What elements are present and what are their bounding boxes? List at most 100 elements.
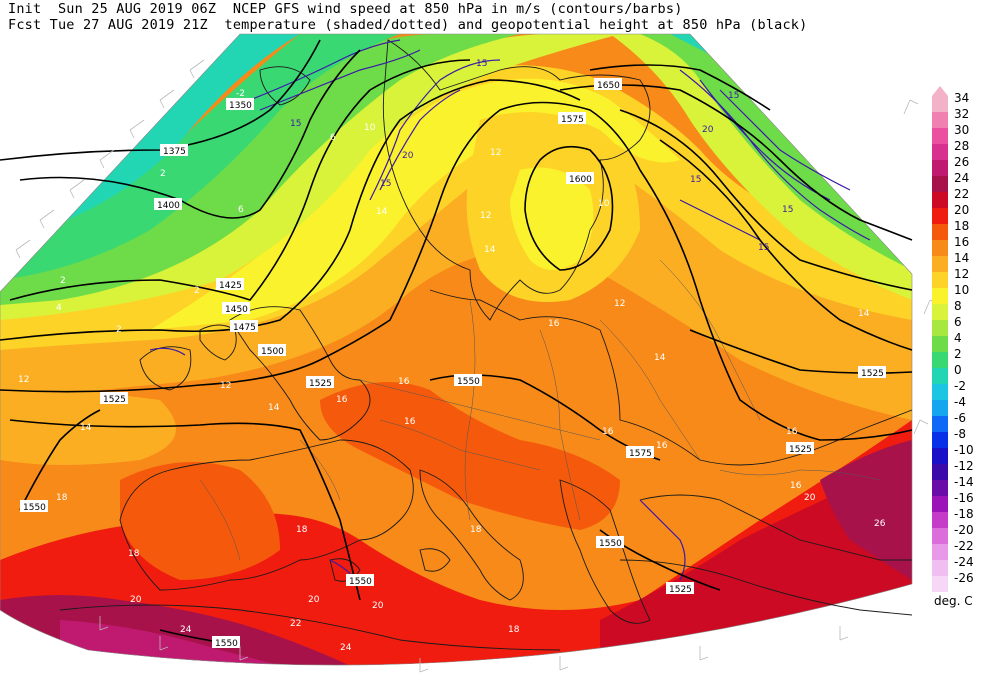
svg-text:6: 6 xyxy=(238,205,244,215)
svg-text:12: 12 xyxy=(614,299,625,309)
legend-swatch xyxy=(932,208,948,224)
svg-text:16: 16 xyxy=(656,441,668,451)
height-label-1650: 1650 xyxy=(594,78,622,91)
height-label-1525-d: 1525 xyxy=(786,442,814,455)
svg-text:1550: 1550 xyxy=(215,639,238,649)
legend-label: 32 xyxy=(954,107,970,121)
legend-swatch xyxy=(932,304,948,320)
legend-entry: -12 xyxy=(928,460,1000,480)
legend-entry: 6 xyxy=(928,316,1000,336)
legend-label: -20 xyxy=(954,523,974,537)
legend-label: 24 xyxy=(954,171,970,185)
height-label-1375: 1375 xyxy=(160,144,188,157)
svg-text:1525: 1525 xyxy=(861,369,884,379)
svg-text:22: 22 xyxy=(722,629,733,639)
svg-text:1450: 1450 xyxy=(225,305,248,315)
svg-text:20: 20 xyxy=(402,151,414,161)
legend-swatch xyxy=(932,512,948,528)
legend-entry: -2 xyxy=(928,380,1000,400)
legend-entry: -14 xyxy=(928,476,1000,496)
temperature-legend: 34 32 30 28 26 24 22 20 18 16 14 12 10 8 6 4 2 0 -2 -4 -6 -8-… xyxy=(928,86,1000,606)
svg-text:1525: 1525 xyxy=(103,395,126,405)
height-label-1525-e: 1525 xyxy=(666,582,694,595)
height-label-1550-a: 1550 xyxy=(454,374,482,387)
legend-label: -2 xyxy=(954,379,966,393)
legend-label: 34 xyxy=(954,91,970,105)
zone-teal-green xyxy=(0,34,400,280)
svg-text:1550: 1550 xyxy=(457,377,480,387)
svg-text:14: 14 xyxy=(858,309,870,319)
legend-label: 14 xyxy=(954,251,970,265)
svg-text:26: 26 xyxy=(874,519,886,529)
zone-iberia xyxy=(120,462,280,580)
svg-text:1525: 1525 xyxy=(789,445,812,455)
legend-label: 2 xyxy=(954,347,962,361)
legend-entry: -16 xyxy=(928,492,1000,512)
svg-text:10: 10 xyxy=(598,199,610,209)
svg-text:15: 15 xyxy=(380,179,391,189)
svg-text:12: 12 xyxy=(220,381,231,391)
svg-text:14: 14 xyxy=(80,423,92,433)
legend-swatch xyxy=(932,464,948,480)
legend-label: 4 xyxy=(954,331,962,345)
svg-text:1550: 1550 xyxy=(23,503,46,513)
legend-entry: 28 xyxy=(928,140,1000,160)
height-label-1425: 1425 xyxy=(216,278,244,291)
legend-entry: -4 xyxy=(928,396,1000,416)
svg-text:16: 16 xyxy=(790,481,802,491)
legend-swatch xyxy=(932,544,948,560)
svg-text:18: 18 xyxy=(296,525,308,535)
legend-swatch xyxy=(932,560,948,576)
legend-label: -4 xyxy=(954,395,966,409)
svg-text:22: 22 xyxy=(290,619,301,629)
height-label-1550-c: 1550 xyxy=(346,574,374,587)
legend-entry: 8 xyxy=(928,300,1000,320)
svg-text:24: 24 xyxy=(180,625,192,635)
legend-swatch xyxy=(932,576,948,592)
svg-text:15: 15 xyxy=(290,119,301,129)
svg-text:20: 20 xyxy=(308,595,320,605)
legend-swatch xyxy=(932,352,948,368)
legend-entry: 34 xyxy=(928,92,1000,112)
height-label-1600: 1600 xyxy=(566,172,594,185)
legend-swatch xyxy=(932,384,948,400)
svg-text:4: 4 xyxy=(56,303,62,313)
svg-text:16: 16 xyxy=(548,319,560,329)
legend-entry: 14 xyxy=(928,252,1000,272)
svg-text:15: 15 xyxy=(690,175,701,185)
svg-text:18: 18 xyxy=(128,549,140,559)
svg-text:14: 14 xyxy=(484,245,496,255)
legend-swatch xyxy=(932,160,948,176)
legend-swatch xyxy=(932,144,948,160)
legend-label: -6 xyxy=(954,411,966,425)
legend-label: 20 xyxy=(954,203,970,217)
height-label-1550-b: 1550 xyxy=(20,500,48,513)
legend-swatch xyxy=(932,288,948,304)
svg-text:15: 15 xyxy=(476,59,487,69)
svg-text:1550: 1550 xyxy=(349,577,372,587)
height-contours xyxy=(0,39,913,646)
legend-entry: -26 xyxy=(928,572,1000,592)
legend-swatch xyxy=(932,432,948,448)
temperature-labels: -2 2 2 2 4 2 6 10 6 10 12 12 12 12 12 14… xyxy=(18,89,886,653)
svg-text:16: 16 xyxy=(398,377,410,387)
svg-text:1525: 1525 xyxy=(309,379,332,389)
legend-swatch xyxy=(932,496,948,512)
svg-text:16: 16 xyxy=(404,417,416,427)
legend-entry: -18 xyxy=(928,508,1000,528)
svg-text:1425: 1425 xyxy=(219,281,242,291)
legend-swatch xyxy=(932,368,948,384)
zone-ocean-warm xyxy=(0,380,176,465)
svg-text:1650: 1650 xyxy=(597,81,620,91)
legend-swatch xyxy=(932,320,948,336)
legend-entry: 18 xyxy=(928,220,1000,240)
svg-text:1525: 1525 xyxy=(669,585,692,595)
height-label-1450: 1450 xyxy=(222,302,250,315)
header-forecast-line: Fcst Tue 27 AUG 2019 21Z temperature (sh… xyxy=(8,17,808,33)
legend-entry: 24 xyxy=(928,172,1000,192)
legend-swatch xyxy=(932,256,948,272)
legend-label: 16 xyxy=(954,235,970,249)
svg-text:1375: 1375 xyxy=(163,147,186,157)
legend-unit: deg. C xyxy=(934,594,973,608)
